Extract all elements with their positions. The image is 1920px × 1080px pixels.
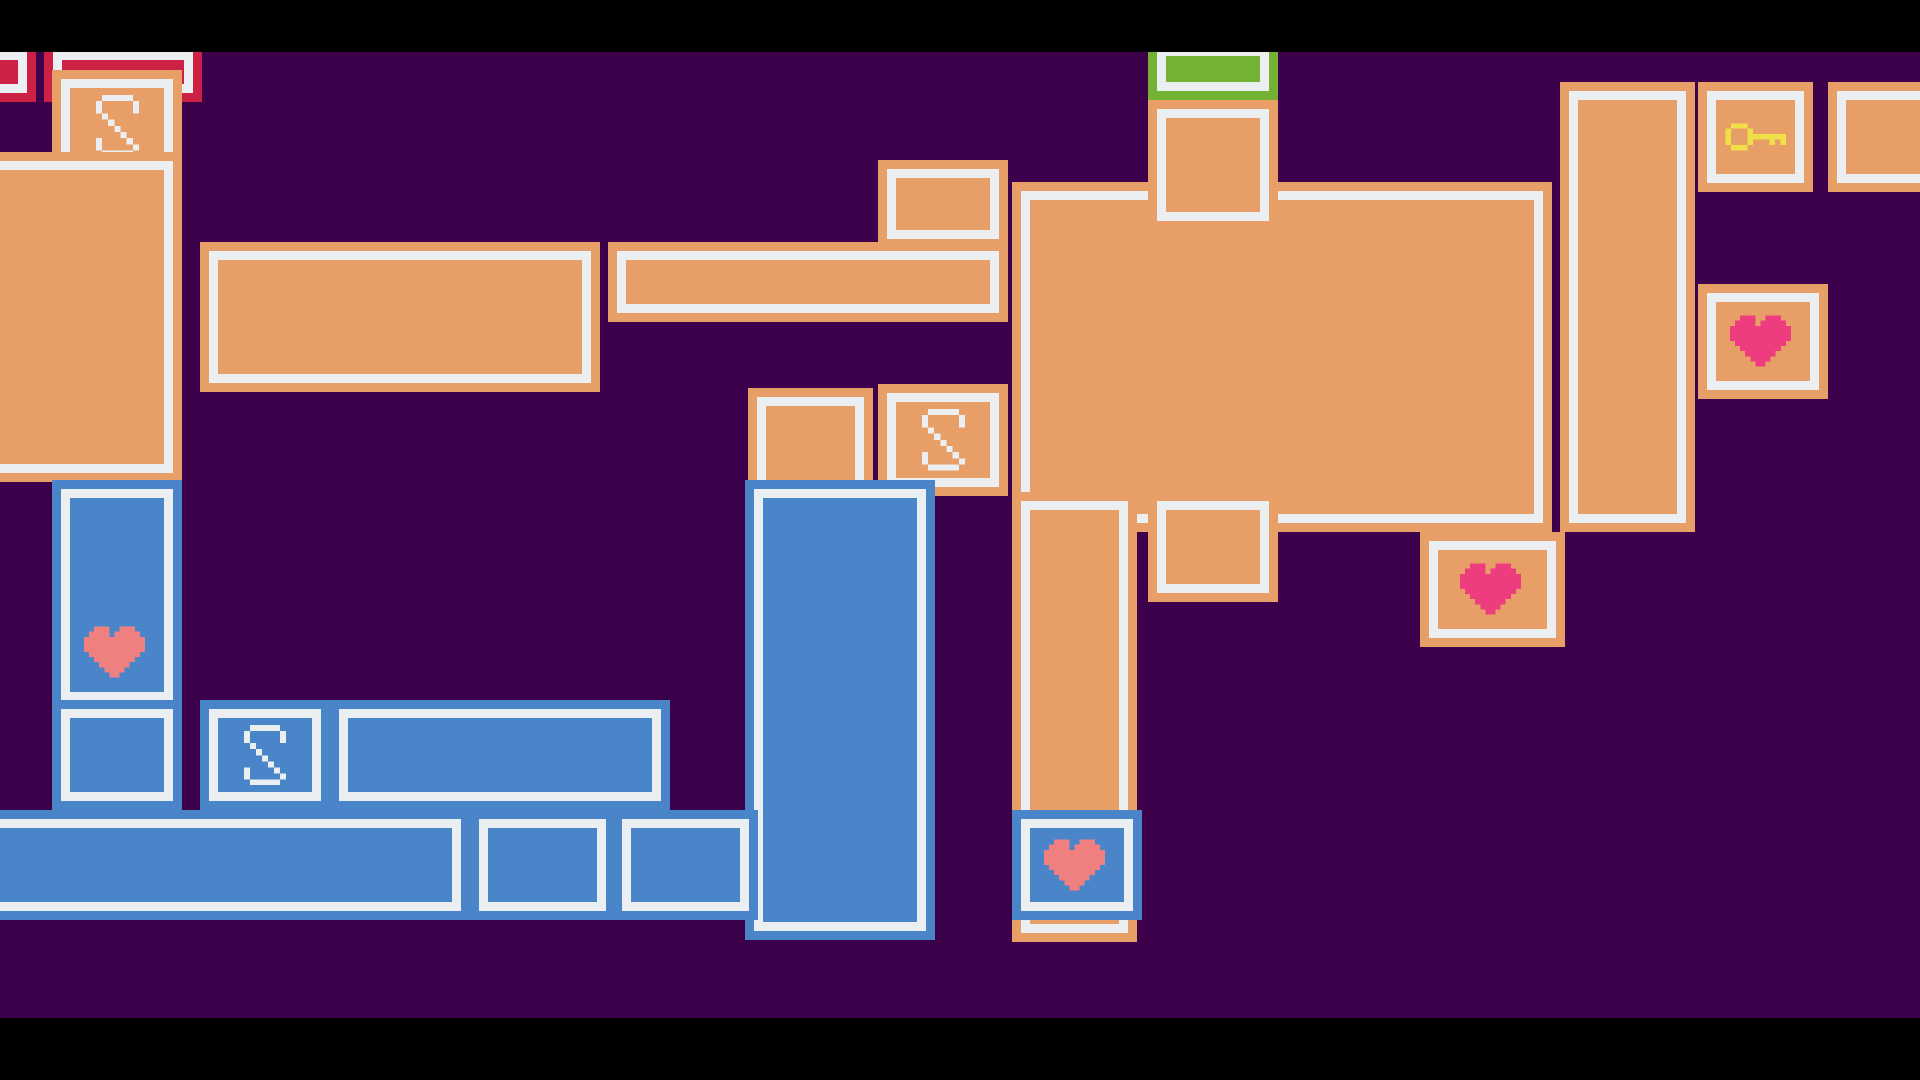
blue-block-center-tall-frame: [754, 489, 926, 931]
orange-block-under-green-fill: [1148, 100, 1278, 230]
orange-block-far-right-tall-fill: [1560, 82, 1695, 532]
blue-block-left-heart-frame: [61, 489, 173, 701]
orange-block-far-right-edge[interactable]: [1828, 82, 1920, 192]
orange-block-big-center-frame: [1021, 191, 1543, 523]
blue-block-bottom-a[interactable]: [470, 810, 615, 920]
blue-block-bottom-a-frame: [479, 819, 606, 911]
blue-block-s-frame: [209, 709, 321, 801]
blue-block-bottom-heart-frame: [1021, 819, 1133, 911]
orange-block-big-center[interactable]: [1012, 182, 1552, 532]
orange-block-above-s-frame: [887, 169, 999, 239]
blue-block-mid-bar[interactable]: [330, 700, 670, 810]
blue-block-bottom-b-fill: [613, 810, 758, 920]
blue-block-left-heart[interactable]: [52, 480, 182, 710]
blue-block-left-lower[interactable]: [52, 700, 182, 810]
orange-block-far-right-tall-frame: [1569, 91, 1686, 523]
playfield[interactable]: [0, 52, 1920, 1018]
blue-block-left-lower-fill: [52, 700, 182, 810]
orange-block-heart-mid[interactable]: [1420, 532, 1565, 647]
orange-block-right-col-frame: [1021, 501, 1128, 933]
orange-block-heart-mid-frame: [1429, 541, 1556, 638]
green-block-top-fill: [1148, 52, 1278, 100]
orange-block-left-tall-frame: [0, 161, 173, 473]
orange-block-far-right-tall[interactable]: [1560, 82, 1695, 532]
orange-block-left-tall-fill: [0, 152, 182, 482]
orange-block-mid-bar-frame: [617, 251, 999, 313]
blue-block-bottom-b-frame: [622, 819, 749, 911]
orange-block-s-mid-frame: [887, 393, 999, 487]
orange-block-small-right[interactable]: [1148, 492, 1278, 602]
green-block-top[interactable]: [1148, 52, 1278, 100]
blue-block-left-lower-frame: [61, 709, 173, 801]
letterbox-top: [0, 0, 1920, 52]
orange-block-big-center-fill: [1012, 182, 1552, 532]
red-block-top-left-a[interactable]: [0, 52, 36, 102]
blue-block-bottom-b[interactable]: [613, 810, 758, 920]
orange-block-mid-left[interactable]: [200, 242, 600, 392]
orange-block-mid-left-frame: [209, 251, 591, 383]
orange-block-key[interactable]: [1698, 82, 1813, 192]
orange-block-small-right-fill: [1148, 492, 1278, 602]
orange-block-under-green[interactable]: [1148, 100, 1278, 230]
blue-block-bottom-heart[interactable]: [1012, 810, 1142, 920]
red-block-top-left-a-frame: [0, 52, 27, 93]
orange-block-heart-right-frame: [1707, 293, 1819, 390]
blue-block-bottom-long[interactable]: [0, 810, 470, 920]
blue-block-bottom-long-frame: [0, 819, 461, 911]
orange-block-mid-left-fill: [200, 242, 600, 392]
blue-block-center-tall[interactable]: [745, 480, 935, 940]
orange-block-mid-bar[interactable]: [608, 242, 1008, 322]
blue-block-center-tall-fill: [745, 480, 935, 940]
blue-block-mid-bar-fill: [330, 700, 670, 810]
orange-block-above-s[interactable]: [878, 160, 1008, 248]
blue-block-mid-bar-frame: [339, 709, 661, 801]
orange-block-under-green-frame: [1157, 109, 1269, 221]
orange-block-heart-right[interactable]: [1698, 284, 1828, 399]
green-block-top-frame: [1157, 52, 1269, 91]
orange-block-far-right-edge-frame: [1837, 91, 1920, 183]
blue-block-bottom-long-fill: [0, 810, 470, 920]
orange-block-small-right-frame: [1157, 501, 1269, 593]
orange-block-key-frame: [1707, 91, 1804, 183]
blue-block-s[interactable]: [200, 700, 330, 810]
orange-block-left-tall[interactable]: [0, 152, 182, 482]
blue-block-bottom-a-fill: [470, 810, 615, 920]
letterbox-bottom: [0, 1018, 1920, 1080]
